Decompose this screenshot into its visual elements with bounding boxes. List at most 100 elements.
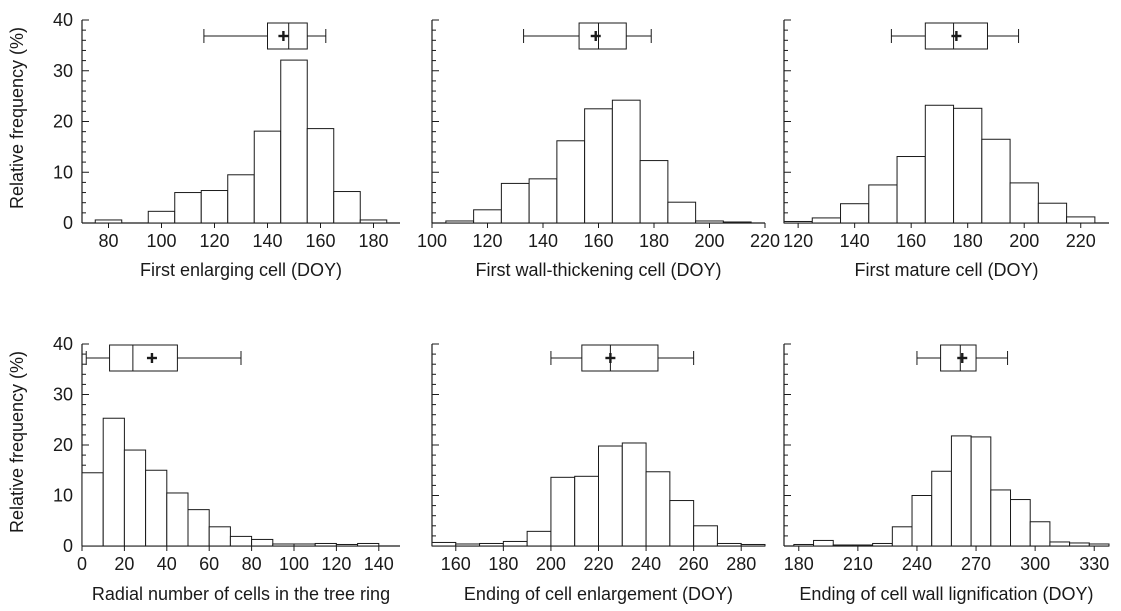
x-tick-label: 100: [146, 231, 176, 251]
histogram-bar: [445, 220, 475, 224]
histogram-bar: [1009, 182, 1039, 224]
histogram-bar: [695, 220, 724, 224]
histogram-panel-3: 120 140 160 180 200 220 First mature cell (DOY…: [783, 19, 1109, 280]
x-tick-label: 260: [679, 554, 709, 574]
y-tick-label: 10: [53, 162, 73, 182]
boxplot-box: [109, 344, 178, 372]
histogram-bar: [813, 539, 834, 547]
histogram-bar: [639, 160, 669, 224]
x-tick-label: 180: [488, 554, 518, 574]
histogram-bar: [174, 192, 202, 224]
histogram-bar: [528, 178, 558, 224]
histogram-bar: [669, 500, 695, 547]
histogram-bar: [924, 104, 955, 224]
histogram-bar: [357, 542, 380, 547]
x-tick-label: 80: [98, 231, 118, 251]
histogram-bar: [81, 472, 104, 547]
x-tick-label: 210: [843, 554, 873, 574]
histogram-bar: [1029, 521, 1051, 547]
histogram-bar: [840, 203, 870, 224]
histogram-bar: [1037, 202, 1068, 224]
x-tick-label: 120: [783, 231, 813, 251]
x-tick-label: 20: [114, 554, 134, 574]
histogram-bar: [783, 220, 813, 224]
x-tick-label: 200: [694, 231, 724, 251]
x-tick-label: 160: [583, 231, 613, 251]
histogram-bar: [306, 128, 335, 224]
histogram-bar: [147, 210, 176, 224]
y-axis-label-top: Relative frequency (%): [7, 27, 27, 209]
histogram-bar: [94, 219, 123, 224]
x-axis-title: First mature cell (DOY): [854, 260, 1038, 280]
histogram-bar: [931, 470, 952, 547]
x-tick-label: 180: [784, 554, 814, 574]
histogram-bar: [473, 209, 502, 224]
x-tick-label: 100: [417, 231, 447, 251]
histogram-bar: [740, 543, 766, 547]
x-axis-title: First enlarging cell (DOY): [140, 260, 342, 280]
histogram-bar: [333, 191, 361, 224]
histogram-bar: [500, 182, 530, 224]
histogram-bar: [621, 442, 647, 547]
y-tick-label: 10: [53, 486, 73, 506]
histogram-panel-4: 0 10 20 30 40 0 20 40 60 80 100 120 140 Radial number…: [53, 334, 400, 604]
histogram-panel-2: 100 120 140 160 180 200 220 First wall-thickeni…: [417, 19, 780, 280]
histogram-bar: [1069, 542, 1090, 547]
histogram-bar: [208, 526, 231, 547]
x-tick-label: 220: [1066, 231, 1096, 251]
histogram-bar: [359, 219, 388, 224]
histogram-bar: [431, 541, 457, 547]
y-tick-label: 0: [63, 536, 73, 556]
histogram-bar: [584, 108, 613, 224]
histogram-bar: [314, 542, 337, 547]
histogram-bar: [145, 469, 168, 547]
histogram-bar: [645, 471, 671, 547]
x-tick-label: 240: [631, 554, 661, 574]
x-tick-label: 140: [252, 231, 282, 251]
x-tick-label: 140: [528, 231, 558, 251]
histogram-bar: [550, 476, 576, 547]
histogram-bar: [891, 526, 913, 547]
x-tick-label: 120: [472, 231, 502, 251]
histogram-bar: [716, 542, 742, 547]
y-tick-label: 30: [53, 61, 73, 81]
x-tick-label: 120: [321, 554, 351, 574]
histogram-bar: [574, 475, 600, 547]
x-tick-label: 100: [279, 554, 309, 574]
histogram-bar: [123, 449, 147, 547]
x-tick-label: 220: [583, 554, 613, 574]
x-tick-label: 220: [750, 231, 780, 251]
x-tick-label: 180: [358, 231, 388, 251]
histogram-bar: [102, 417, 125, 547]
histogram-bar: [1010, 499, 1031, 547]
x-tick-label: 330: [1079, 554, 1109, 574]
histogram-bar: [611, 99, 641, 224]
histogram-bar: [187, 509, 210, 547]
x-axis-title: Radial number of cells in the tree ring: [92, 584, 390, 604]
y-tick-label: 30: [53, 385, 73, 405]
histogram-bar: [598, 445, 623, 547]
x-tick-label: 160: [896, 231, 926, 251]
x-tick-label: 120: [199, 231, 229, 251]
histogram-bar: [852, 544, 874, 547]
y-tick-label: 20: [53, 435, 73, 455]
histogram-panels: 0 10 20 30 40 80 100 120 140 160 180 First enlargin…: [53, 10, 1110, 604]
histogram-bar: [502, 540, 528, 547]
histogram-bar: [526, 530, 552, 547]
histogram-bar: [166, 492, 189, 547]
histogram-bar: [832, 544, 854, 547]
histogram-bar: [722, 221, 752, 224]
histogram-bar: [953, 107, 983, 224]
x-axis-title: Ending of cell enlargement (DOY): [464, 584, 733, 604]
boxplot-box: [578, 22, 627, 50]
histogram-bar: [229, 535, 253, 547]
histogram-bar: [981, 138, 1011, 224]
histogram-bar: [1066, 216, 1096, 224]
x-axis-title: First wall-thickening cell (DOY): [475, 260, 721, 280]
x-tick-label: 200: [536, 554, 566, 574]
x-tick-label: 40: [157, 554, 177, 574]
x-tick-label: 160: [441, 554, 471, 574]
histogram-bar: [272, 543, 295, 547]
x-tick-label: 180: [639, 231, 669, 251]
